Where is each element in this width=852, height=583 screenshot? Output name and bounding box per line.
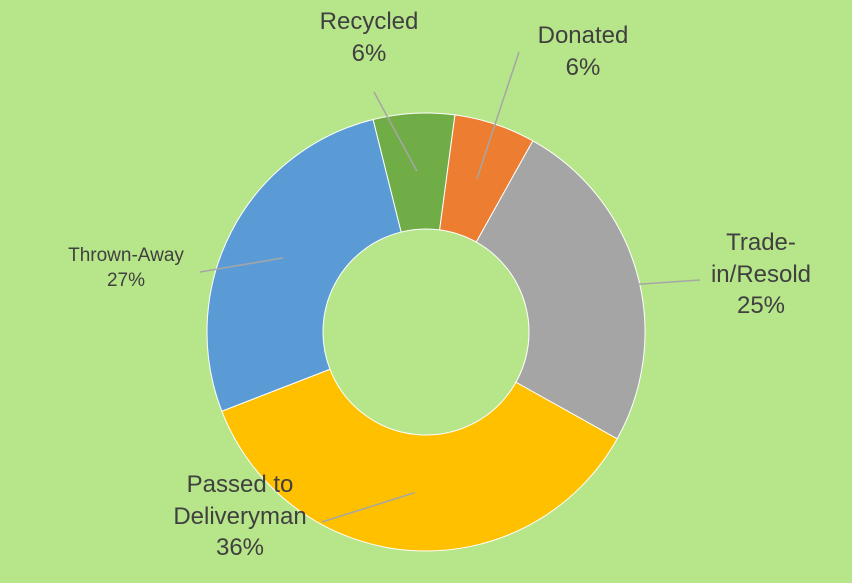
leader-line-donated	[476, 51, 520, 180]
slice-name-donated: Donated	[537, 22, 629, 49]
slice-value-trade-in-resold: 25%	[736, 292, 786, 320]
slice-name-recycled: Recycled	[319, 8, 419, 35]
data-label-trade-in-resold: Trade- in/Resold 25%	[690, 227, 832, 322]
slice-name-trade-in-line1: Trade-	[726, 229, 796, 256]
leader-line-trade-in-resold	[580, 279, 701, 289]
data-label-thrown-away: Thrown-Away 27%	[52, 243, 200, 293]
data-label-recycled: Recycled 6%	[300, 6, 438, 69]
slice-name-passed-line1: Passed to	[186, 471, 294, 498]
leader-line-passed-to-deliveryman	[321, 491, 415, 523]
slice-name-thrown-away: Thrown-Away	[68, 245, 184, 266]
slice-trade-in-resold	[475, 140, 646, 440]
leader-line-recycled	[373, 91, 418, 172]
slice-value-donated: 6%	[565, 53, 601, 81]
slice-value-recycled: 6%	[351, 39, 387, 67]
leader-line-thrown-away	[199, 257, 284, 273]
slice-name-trade-in-line2: in/Resold	[710, 260, 812, 288]
slice-value-passed-to-deliveryman: 36%	[215, 534, 265, 562]
data-label-passed-to-deliveryman: Passed to Deliveryman 36%	[155, 469, 325, 564]
slice-value-thrown-away: 27%	[106, 270, 146, 292]
slice-passed-to-deliveryman	[221, 368, 618, 552]
slice-name-passed-line2: Deliveryman	[173, 502, 307, 530]
data-label-donated: Donated 6%	[515, 20, 651, 83]
slice-thrown-away	[206, 118, 402, 412]
